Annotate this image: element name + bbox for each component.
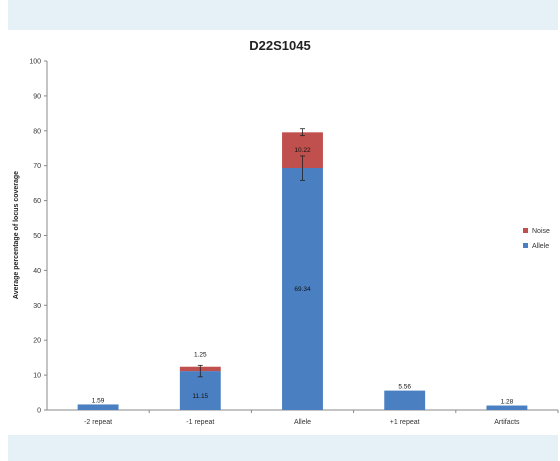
y-tick-label: 20 <box>33 338 41 345</box>
legend-label-allele: Allele <box>532 243 549 250</box>
data-label: 1.59 <box>92 397 105 404</box>
legend-swatch-allele <box>523 243 528 248</box>
data-label: 1.25 <box>194 352 207 359</box>
y-tick-label: 0 <box>37 408 41 415</box>
bar-allele <box>77 404 119 410</box>
bar-allele <box>282 168 323 410</box>
chart-title: D22S1045 <box>249 38 310 53</box>
footer-band <box>8 435 558 461</box>
data-label: 1.28 <box>501 399 514 406</box>
bar-allele <box>179 371 221 410</box>
header-band <box>8 0 558 30</box>
data-label: 69.34 <box>294 286 311 293</box>
y-axis-title: Average percentage of locus coverage <box>13 171 20 299</box>
bar-allele <box>384 390 426 410</box>
x-tick-label: -2 repeat <box>84 419 112 426</box>
plot-area: 0 10 20 30 40 50 60 70 80 90 100 1.59 -2 repeat 11.15… <box>29 59 559 426</box>
x-tick-label: Allele <box>294 419 311 426</box>
legend-swatch-noise <box>523 228 528 233</box>
y-tick-label: 10 <box>33 373 41 380</box>
data-label: 10.22 <box>294 147 311 154</box>
y-tick-label: 50 <box>33 233 41 240</box>
y-tick-label: 90 <box>33 93 41 100</box>
bar-allele <box>486 405 528 410</box>
x-tick-label: Artifacts <box>494 419 520 426</box>
y-tick-label: 40 <box>33 268 41 275</box>
y-tick-label: 80 <box>33 128 41 135</box>
y-tick-label: 30 <box>33 303 41 310</box>
legend: Noise Allele <box>523 228 550 250</box>
data-label: 5.56 <box>398 384 411 391</box>
data-label: 11.15 <box>192 393 208 400</box>
legend-label-noise: Noise <box>532 228 550 235</box>
y-tick-label: 100 <box>29 59 41 66</box>
y-tick-label: 70 <box>33 163 41 170</box>
x-tick-label: +1 repeat <box>390 419 420 426</box>
x-tick-label: -1 repeat <box>186 419 214 426</box>
y-tick-label: 60 <box>33 198 41 205</box>
